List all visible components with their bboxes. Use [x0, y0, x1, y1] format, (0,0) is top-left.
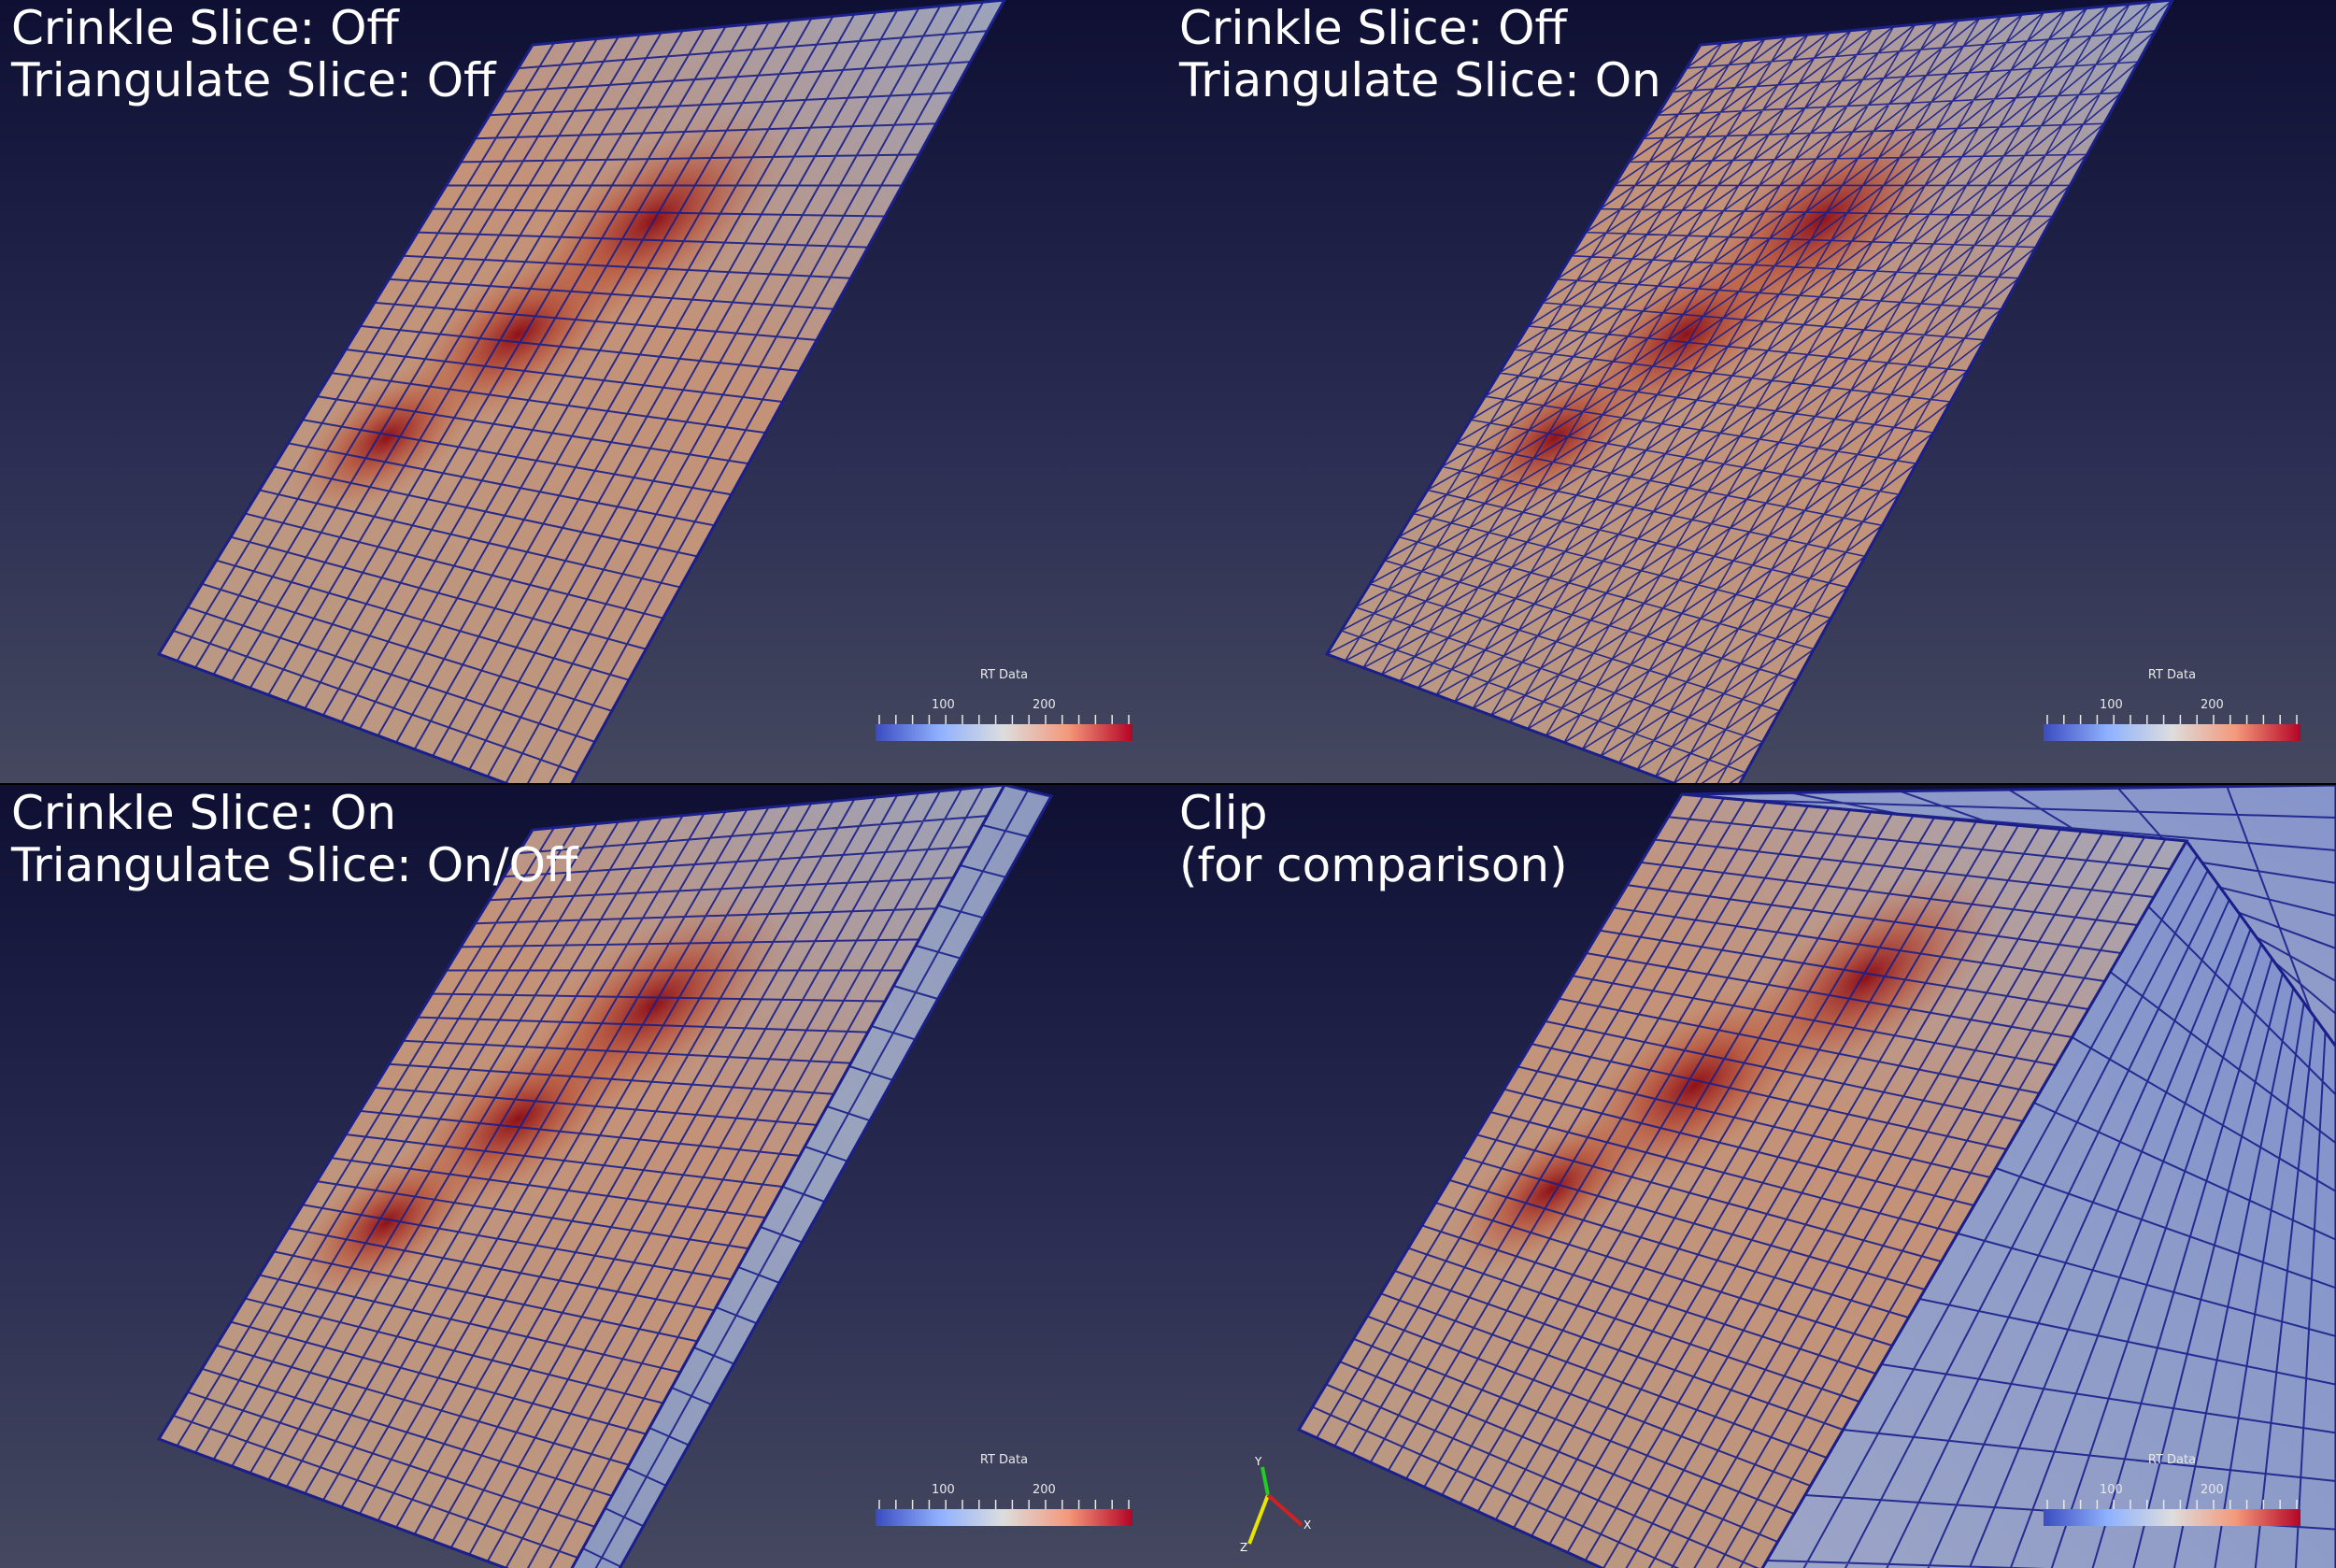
color-legend[interactable]: RT Data 100 200: [876, 1444, 1132, 1532]
caption-line-comparison: (for comparison): [1179, 838, 1568, 892]
axis-y-label: Y: [1254, 1455, 1262, 1468]
color-legend-bar: [2044, 1509, 2300, 1526]
color-legend[interactable]: RT Data 100 200: [876, 659, 1132, 748]
caption-line-crinkle: Crinkle Slice: On: [11, 786, 397, 840]
render-view-top-left[interactable]: Crinkle Slice: Off Triangulate Slice: Of…: [0, 0, 1168, 783]
sliced-mesh-surface: [156, 0, 1006, 783]
color-legend-label-low: 100: [2100, 1483, 2123, 1497]
render-view-bottom-right[interactable]: Clip (for comparison) Y X Z RT Data 100 …: [1168, 785, 2336, 1568]
color-legend-bar: [876, 1509, 1132, 1526]
clipped-box-surface: [1296, 785, 2336, 1568]
color-legend[interactable]: RT Data 100 200: [2044, 1444, 2300, 1532]
caption-line-clip: Clip: [1179, 786, 1268, 840]
caption-line-triangulate: Triangulate Slice: On/Off: [11, 838, 578, 892]
color-legend-label-high: 200: [1033, 1483, 1056, 1497]
triangulated-mesh-surface: [1324, 0, 2174, 783]
color-legend-label-high: 200: [2201, 1483, 2224, 1497]
caption-line-triangulate: Triangulate Slice: Off: [11, 53, 496, 107]
color-legend-label-low: 100: [932, 1483, 955, 1497]
color-legend-bar: [2044, 724, 2300, 741]
color-legend-label-high: 200: [2201, 698, 2224, 712]
render-view-top-right[interactable]: Crinkle Slice: Off Triangulate Slice: On…: [1168, 0, 2336, 783]
color-legend[interactable]: RT Data 100 200: [2044, 659, 2300, 748]
render-view-bottom-left[interactable]: Crinkle Slice: On Triangulate Slice: On/…: [0, 785, 1168, 1568]
axis-x-label: X: [1303, 1518, 1311, 1532]
view-caption: Crinkle Slice: Off Triangulate Slice: On: [1179, 2, 1661, 107]
color-legend-label-low: 100: [2100, 698, 2123, 712]
color-legend-title: RT Data: [979, 668, 1029, 682]
orientation-axes-icon: Y X Z: [1240, 1455, 1311, 1553]
caption-line-triangulate: Triangulate Slice: On: [1179, 53, 1661, 107]
color-legend-title: RT Data: [979, 1453, 1029, 1467]
color-legend-label-high: 200: [1033, 698, 1056, 712]
view-caption: Crinkle Slice: Off Triangulate Slice: Of…: [11, 2, 496, 107]
color-legend-title: RT Data: [2147, 1453, 2197, 1467]
axis-z-label: Z: [1240, 1541, 1247, 1553]
view-caption: Clip (for comparison): [1179, 787, 1568, 891]
color-legend-bar: [876, 724, 1132, 741]
color-legend-label-low: 100: [932, 698, 955, 712]
color-legend-title: RT Data: [2147, 668, 2197, 682]
crinkled-mesh-surface: [156, 785, 1054, 1568]
caption-line-crinkle: Crinkle Slice: Off: [1179, 1, 1567, 55]
caption-line-crinkle: Crinkle Slice: Off: [11, 1, 399, 55]
view-caption: Crinkle Slice: On Triangulate Slice: On/…: [11, 787, 577, 891]
